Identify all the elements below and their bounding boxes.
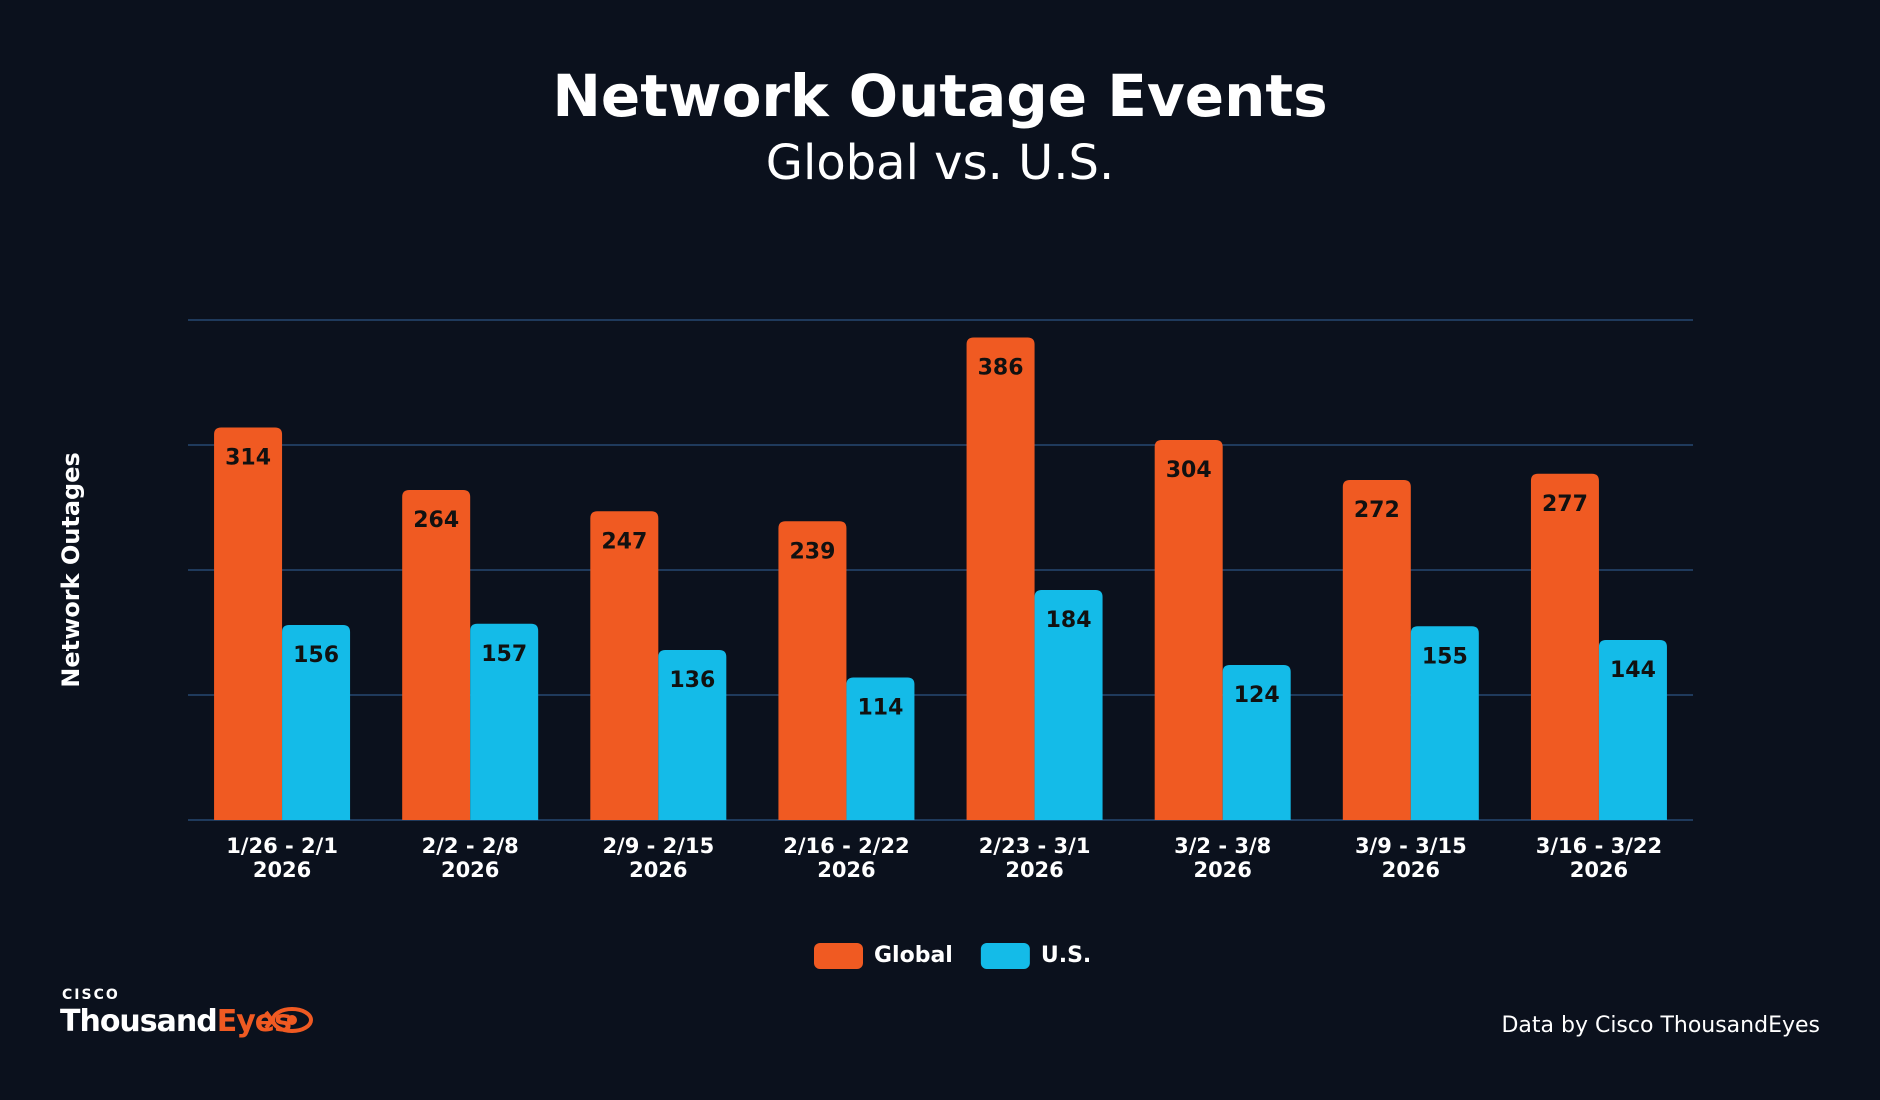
bar bbox=[214, 427, 283, 820]
x-tick-label: 2/9 - 2/15 2026 bbox=[602, 834, 714, 882]
value-label: 247 bbox=[601, 529, 647, 554]
value-label: 144 bbox=[1610, 658, 1656, 683]
bar bbox=[1598, 640, 1667, 820]
legend-label: U.S. bbox=[1041, 943, 1091, 968]
bar bbox=[282, 625, 351, 820]
legend-swatch bbox=[980, 943, 1030, 969]
y-axis-label: Network Outages bbox=[57, 452, 85, 688]
bar bbox=[846, 677, 915, 820]
bar bbox=[1342, 480, 1411, 820]
logo-name: ThousandEyes bbox=[60, 1004, 291, 1039]
bar bbox=[590, 511, 659, 820]
bar bbox=[470, 623, 539, 820]
value-label: 277 bbox=[1542, 492, 1588, 517]
x-tick-label: 2/2 - 2/8 2026 bbox=[422, 834, 519, 882]
bar bbox=[1222, 665, 1291, 820]
value-label: 124 bbox=[1234, 683, 1280, 708]
x-tick-label: 2/16 - 2/22 2026 bbox=[783, 834, 909, 882]
chart-subtitle: Global vs. U.S. bbox=[766, 135, 1114, 191]
bar bbox=[1034, 590, 1103, 820]
bar bbox=[658, 650, 727, 820]
value-label: 114 bbox=[857, 696, 903, 721]
value-label: 156 bbox=[293, 643, 339, 668]
bar bbox=[1154, 440, 1223, 820]
value-label: 264 bbox=[413, 508, 459, 533]
chart-title: Network Outage Events bbox=[552, 62, 1327, 130]
source-note: Data by Cisco ThousandEyes bbox=[1501, 1013, 1820, 1038]
value-label: 136 bbox=[669, 668, 715, 693]
value-label: 239 bbox=[789, 539, 835, 564]
bar bbox=[402, 490, 471, 820]
value-label: 155 bbox=[1422, 644, 1468, 669]
x-tick-label: 3/9 - 3/15 2026 bbox=[1355, 834, 1467, 882]
bar bbox=[1530, 473, 1599, 820]
legend-swatch bbox=[814, 943, 863, 969]
value-label: 272 bbox=[1354, 498, 1400, 523]
bar bbox=[1410, 626, 1479, 820]
bar bbox=[966, 337, 1035, 820]
value-label: 184 bbox=[1046, 608, 1092, 633]
logo-name-main: Thousand bbox=[60, 1004, 217, 1039]
value-label: 157 bbox=[481, 642, 527, 667]
x-tick-label: 3/16 - 3/22 2026 bbox=[1536, 834, 1662, 882]
x-tick-label: 3/2 - 3/8 2026 bbox=[1174, 834, 1271, 882]
logo-brand: CISCO bbox=[62, 987, 120, 1003]
value-label: 314 bbox=[225, 446, 271, 471]
legend-label: Global bbox=[874, 943, 953, 968]
x-tick-label: 1/26 - 2/1 2026 bbox=[226, 834, 338, 882]
logo-eye bbox=[264, 1007, 313, 1033]
logo-name-accent: Eyes bbox=[217, 1004, 291, 1039]
bar bbox=[778, 521, 847, 820]
value-label: 386 bbox=[978, 356, 1024, 381]
x-tick-label: 2/23 - 3/1 2026 bbox=[979, 834, 1091, 882]
value-label: 304 bbox=[1166, 458, 1212, 483]
